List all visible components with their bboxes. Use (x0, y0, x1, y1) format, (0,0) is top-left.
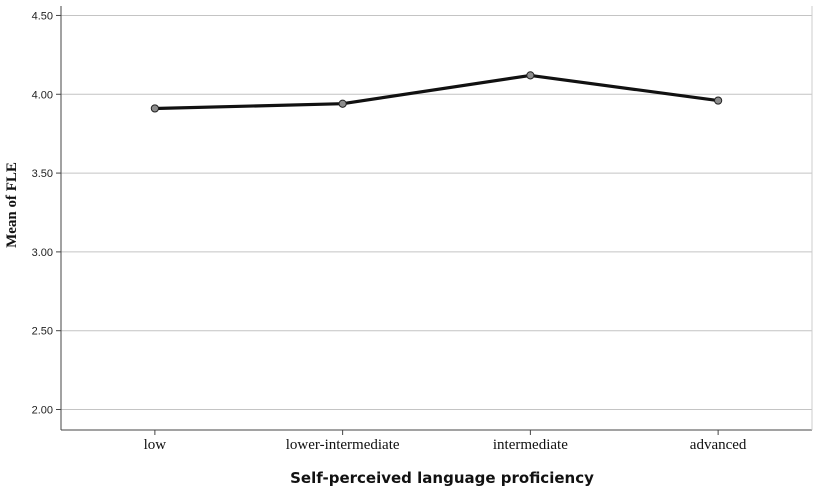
data-point (714, 96, 723, 105)
y-tick-label: 4.00 (32, 89, 53, 101)
x-tick-label: low (144, 437, 167, 453)
y-axis-title: Mean of FLE (4, 162, 20, 248)
x-tick-label: intermediate (493, 437, 568, 453)
y-tick-label: 2.00 (32, 405, 53, 417)
y-axis-ticks: 2.00 2.50 3.00 3.50 4.00 4.50 (32, 10, 61, 417)
x-tick-label: advanced (690, 437, 747, 453)
x-axis-title: Self-perceived language proficiency (290, 469, 594, 487)
y-tick-label: 3.00 (32, 247, 53, 259)
x-tick-label: lower-intermediate (286, 437, 400, 453)
gridlines (61, 14, 812, 411)
data-markers (150, 71, 723, 113)
data-point (150, 104, 159, 113)
x-axis-ticks: low lower-intermediate intermediate advance… (144, 430, 747, 453)
y-tick-label: 3.50 (32, 168, 53, 180)
data-point (526, 71, 535, 80)
series-line (154, 73, 719, 111)
y-tick-label: 4.50 (32, 10, 53, 22)
y-tick-label: 2.50 (32, 326, 53, 338)
data-point (338, 99, 347, 108)
